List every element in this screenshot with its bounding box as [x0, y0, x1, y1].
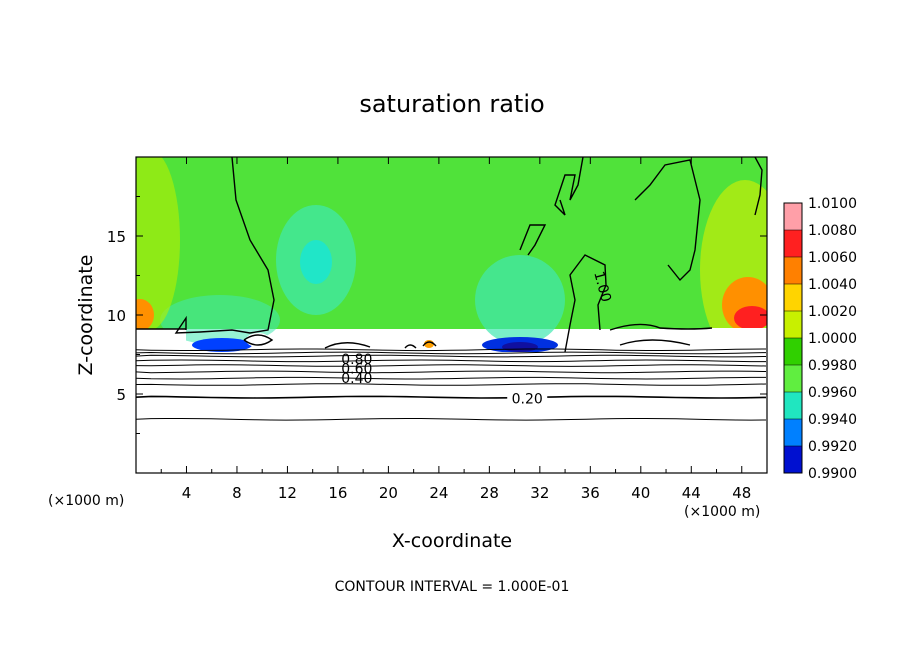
contour-line: [136, 354, 767, 358]
saturated-lower: [136, 352, 767, 473]
x-tick-label: 4: [182, 484, 192, 502]
x-axis: 4 8 12 16 20 24 28 32 36 40 44 48: [160, 157, 751, 502]
chart-title: saturation ratio: [359, 90, 544, 118]
contour-line: [136, 364, 767, 367]
colorbar-label: 0.9900: [808, 466, 857, 482]
contour-label: 0.60: [341, 362, 372, 378]
colorbar-label: 1.0000: [808, 331, 857, 347]
contour-1-00-rightbase: [609, 323, 713, 331]
saturated-right: [565, 328, 767, 352]
contour-line: [136, 395, 767, 399]
warm-left-core: [136, 299, 154, 331]
colorbar-swatch: [784, 230, 802, 257]
x-tick-label: 32: [530, 484, 549, 502]
contour-line: [136, 370, 767, 374]
x-axis-label: X-coordinate: [392, 530, 512, 552]
colorbar: 1.0100 1.0080 1.0060 1.0040 1.0020 1.0000 0.99…: [783, 196, 857, 482]
contour-label: 0.80: [341, 352, 372, 368]
contour-label: 1.00: [590, 270, 614, 304]
warm-left-haze: [136, 157, 180, 330]
contour-line: [136, 383, 767, 386]
colorbar-label: 1.0060: [808, 250, 857, 266]
y-tick-label: 10: [107, 307, 126, 325]
contour-1-00-blob2: [324, 342, 371, 349]
x-tick-label: 16: [328, 484, 347, 502]
colorbar-label: 1.0020: [808, 304, 857, 320]
contour-1-00-blob1: [243, 334, 274, 346]
colorbar-swatch: [784, 203, 802, 230]
y-tick-label: 15: [107, 228, 126, 246]
contour-label: 0.20: [512, 392, 543, 408]
colorbar-swatch: [784, 311, 802, 338]
colorbar-label: 0.9920: [808, 439, 857, 455]
contour-1-00-top-a: [554, 157, 584, 216]
y-tick-label: 5: [116, 386, 126, 404]
colorbar-label: 0.9980: [808, 358, 857, 374]
contour-1-00-edge: [754, 157, 763, 216]
blue-patch-center-core: [502, 342, 538, 352]
contour-1-00-center: [564, 254, 607, 353]
contour-label-bg: [507, 390, 548, 407]
x-tick-label: 36: [581, 484, 600, 502]
plume-cyan-right: [475, 255, 565, 345]
colorbar-swatch: [784, 419, 802, 446]
colorbar-swatch: [784, 446, 802, 473]
contour-1-00-right: [634, 159, 701, 282]
x-tick-label: 44: [682, 484, 701, 502]
contour-label: 0.40: [341, 371, 372, 387]
colorbar-label: 1.0040: [808, 277, 857, 293]
x-tick-label: 12: [278, 484, 297, 502]
contour-1-00: [136, 157, 763, 353]
contour-1-00-blob5: [619, 339, 691, 346]
colorbar-label: 0.9940: [808, 412, 857, 428]
contour-1-00-left: [174, 157, 275, 334]
colorbar-swatch: [784, 284, 802, 311]
y-axis-label: Z-coordinate: [75, 255, 97, 376]
colorbar-label: 1.0100: [808, 196, 857, 212]
x-tick-label: 28: [480, 484, 499, 502]
x-tick-label: 24: [429, 484, 448, 502]
contour-line: [136, 348, 767, 352]
contour-interval-note: CONTOUR INTERVAL = 1.000E-01: [335, 579, 570, 595]
contour-line: [136, 351, 767, 355]
x-tick-label: 40: [631, 484, 650, 502]
contour-1-00-blob3: [404, 344, 417, 349]
heatmap-field: [136, 157, 767, 473]
colorbar-swatch: [784, 392, 802, 419]
contour-line: [136, 376, 766, 380]
x-axis-unit: (×1000 m): [684, 504, 760, 520]
colorbar-swatch: [784, 257, 802, 284]
y-axis: 5 10 15: [107, 196, 767, 434]
colorbar-swatch: [784, 365, 802, 392]
blue-patch-left: [192, 338, 252, 352]
x-tick-label: 20: [379, 484, 398, 502]
colorbar-swatch: [784, 338, 802, 365]
plume-cyan-left-core: [300, 240, 332, 284]
colorbar-label: 1.0080: [808, 223, 857, 239]
contour-stack: [136, 348, 767, 421]
contour-line: [136, 359, 766, 363]
contour-1-00-top-b: [519, 224, 547, 256]
contour-line: [136, 418, 767, 421]
x-tick-label: 48: [732, 484, 751, 502]
contour-1-00-blob4: [422, 341, 437, 347]
warm-right-core: [734, 306, 767, 330]
y-axis-unit: (×1000 m): [48, 493, 124, 509]
contour-labels: 1.00 0.800.600.40 0.20: [341, 270, 613, 408]
colorbar-label: 0.9960: [808, 385, 857, 401]
x-tick-label: 8: [232, 484, 242, 502]
